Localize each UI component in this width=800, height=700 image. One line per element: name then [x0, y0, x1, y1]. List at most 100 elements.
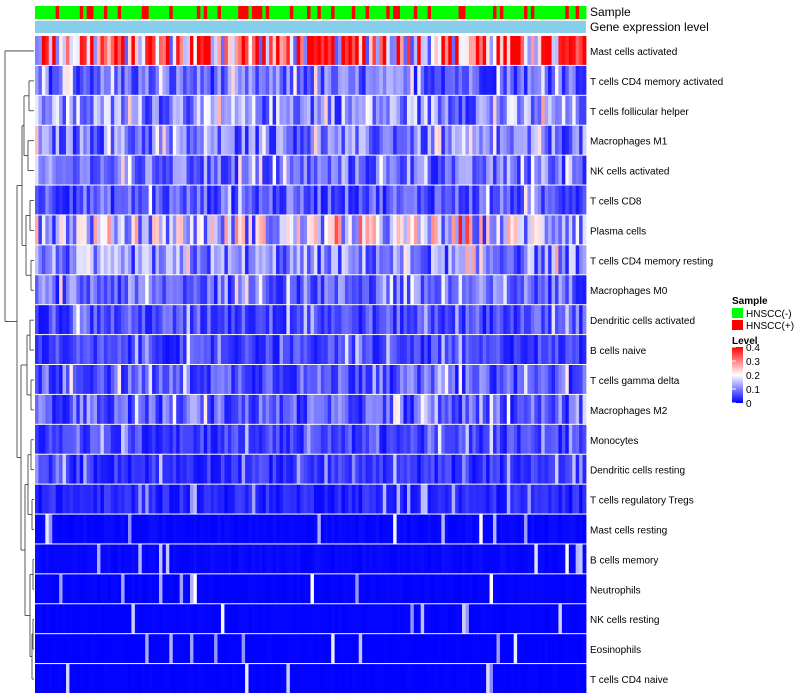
heatmap-cell [90, 125, 94, 155]
heatmap-cell [558, 36, 563, 65]
heatmap-cell [65, 245, 70, 275]
heatmap-cell [279, 424, 284, 454]
heatmap-cell [79, 275, 84, 305]
heatmap-cell [355, 36, 360, 65]
heatmap-cell [107, 125, 112, 155]
heatmap-cell [279, 125, 284, 155]
heatmap-cell [155, 394, 160, 424]
heatmap-cell [520, 604, 525, 634]
heatmap-cell [117, 245, 122, 275]
heatmap-cell [451, 544, 456, 574]
heatmap-cell [455, 215, 459, 245]
sample-track-cell [530, 6, 535, 19]
heatmap-cell [468, 245, 473, 275]
heatmap-cell [251, 454, 256, 484]
heatmap-cell [96, 185, 101, 215]
heatmap-cell [276, 65, 280, 95]
heatmap-cell [524, 424, 528, 454]
heatmap-cell [248, 185, 253, 215]
heatmap-cell [524, 36, 528, 65]
heatmap-cell [234, 125, 239, 155]
heatmap-cell [296, 454, 301, 484]
heatmap-cell [196, 604, 201, 634]
heatmap-cell [234, 155, 239, 185]
heatmap-cell [41, 365, 46, 394]
heatmap-cell [289, 215, 294, 245]
heatmap-cell [362, 65, 366, 95]
heatmap-cell [534, 394, 539, 424]
heatmap-cell [351, 484, 356, 514]
heatmap-cell [327, 36, 332, 65]
heatmap-cell [210, 185, 215, 215]
heatmap-cell [379, 155, 384, 185]
sample-track-cell [224, 6, 229, 19]
heatmap-cell [582, 275, 587, 305]
heatmap-cell [251, 305, 256, 335]
heatmap-cell [310, 514, 315, 544]
heatmap-cell [534, 36, 539, 65]
sample-track-cell [482, 6, 487, 19]
heatmap-cell [186, 245, 191, 275]
heatmap-cell [203, 634, 208, 664]
heatmap-cell [207, 65, 212, 95]
heatmap-cell [524, 125, 528, 155]
sample-track-cell [548, 6, 552, 19]
heatmap-cell [134, 514, 139, 544]
heatmap-cell [172, 394, 177, 424]
heatmap-cell [479, 65, 484, 95]
heatmap-cell [124, 574, 129, 604]
heatmap-cell [444, 335, 449, 364]
heatmap-cell [465, 424, 470, 454]
heatmap-cell [262, 65, 267, 95]
heatmap-cell [152, 454, 156, 484]
heatmap-cell [107, 514, 112, 544]
heatmap-cell [503, 365, 508, 394]
heatmap-cell [296, 36, 301, 65]
heatmap-cell [331, 125, 335, 155]
heatmap-cell [110, 36, 115, 65]
heatmap-cell [451, 185, 456, 215]
heatmap-cell [320, 664, 325, 693]
heatmap-cell [210, 664, 215, 693]
heatmap-cell [155, 125, 160, 155]
heatmap-cell [117, 514, 122, 544]
heatmap-cell [496, 544, 501, 574]
heatmap-cell [413, 305, 418, 335]
heatmap-cell [179, 215, 184, 245]
heatmap-cell [59, 215, 63, 245]
heatmap-cell [169, 604, 174, 634]
heatmap-cell [124, 365, 129, 394]
heatmap-cell [162, 245, 167, 275]
heatmap-cell [200, 95, 205, 125]
sample-track-cell [72, 6, 77, 19]
heatmap-cell [72, 275, 77, 305]
heatmap-cell [403, 65, 408, 95]
heatmap-cell [41, 125, 46, 155]
heatmap-cell [334, 305, 339, 335]
heatmap-cell [313, 305, 318, 335]
heatmap-cell [172, 484, 177, 514]
heatmap-cell [303, 365, 308, 394]
heatmap-cell [96, 365, 101, 394]
heatmap-cell [134, 544, 139, 574]
heatmap-cell [65, 36, 70, 65]
heatmap-cell [317, 245, 322, 275]
heatmap-cell [544, 544, 549, 574]
heatmap-cell [196, 574, 201, 604]
heatmap-cell [451, 484, 456, 514]
heatmap-cell [93, 484, 98, 514]
heatmap-cell [379, 424, 384, 454]
heatmap-cell [579, 245, 583, 275]
heatmap-cell [193, 634, 198, 664]
heatmap-cell [220, 454, 225, 484]
heatmap-cell [382, 634, 387, 664]
sample-track-cell [96, 6, 101, 19]
heatmap-cell [441, 365, 446, 394]
heatmap-cell [506, 514, 511, 544]
heatmap-cell [145, 305, 150, 335]
heatmap-cell [141, 155, 146, 185]
heatmap-cell [59, 365, 63, 394]
heatmap-cell [86, 604, 91, 634]
heatmap-cell [551, 185, 556, 215]
heatmap-cell [245, 95, 249, 125]
